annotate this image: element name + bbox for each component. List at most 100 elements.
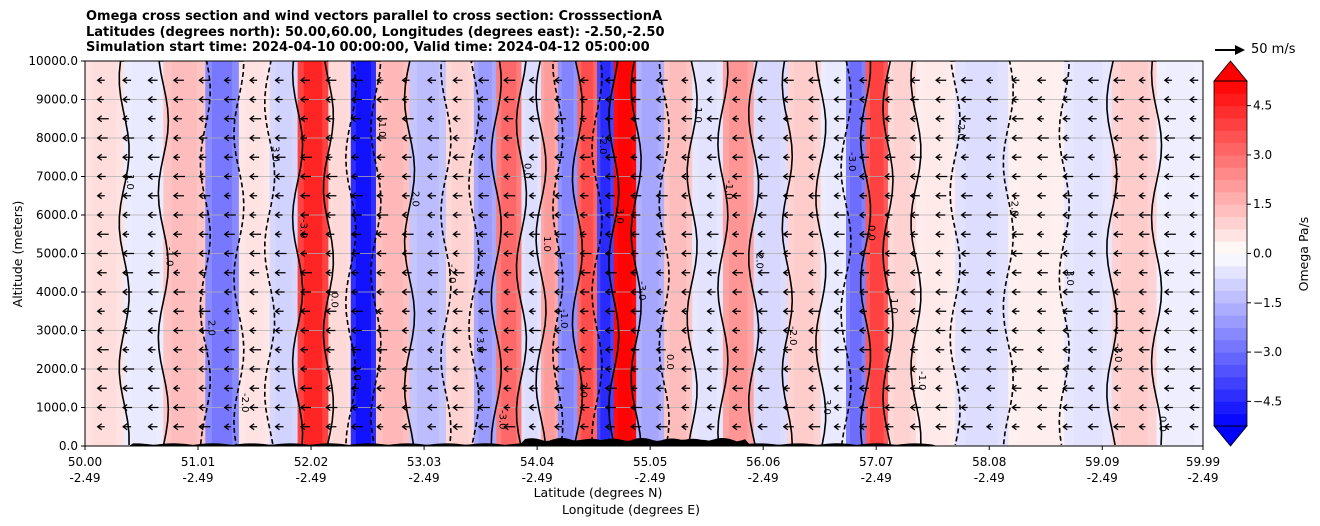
wind-vector xyxy=(350,384,359,392)
wind-vector xyxy=(858,192,867,200)
wind-vector xyxy=(274,76,284,84)
wind-vector xyxy=(401,307,410,315)
wind-vector xyxy=(96,115,109,123)
wind-vector xyxy=(1163,211,1171,219)
omega-contour-line xyxy=(1106,61,1118,446)
wind-vector xyxy=(604,153,617,161)
wind-vector xyxy=(960,192,973,200)
wind-vector xyxy=(172,423,184,431)
omega-column xyxy=(85,61,125,446)
wind-vector xyxy=(833,249,844,258)
omega-column xyxy=(636,61,665,446)
wind-vector xyxy=(655,192,668,200)
wind-vector xyxy=(579,249,592,258)
wind-vector xyxy=(579,403,590,412)
wind-vector xyxy=(884,346,892,354)
omega-column xyxy=(521,61,542,446)
wind-vector xyxy=(681,307,689,315)
contour-label: -1.0 xyxy=(916,371,927,391)
wind-vector xyxy=(325,423,337,431)
wind-vector xyxy=(630,384,638,392)
wind-vector xyxy=(274,95,283,104)
wind-vector xyxy=(1011,230,1024,238)
wind-vector xyxy=(96,288,106,296)
wind-vector xyxy=(909,346,918,354)
omega-contour-line xyxy=(1058,61,1071,446)
wind-vector xyxy=(1163,288,1173,296)
omega-column-core xyxy=(698,61,717,446)
wind-vector xyxy=(655,269,664,277)
wind-vector xyxy=(808,211,820,219)
colorbar-tick-label: 0.0 xyxy=(1253,247,1272,261)
wind-vector xyxy=(681,134,692,142)
contour-label: 0.0 xyxy=(664,354,675,370)
wind-vector xyxy=(706,172,716,181)
wind-vector xyxy=(858,134,870,142)
wind-vector xyxy=(960,249,970,258)
omega-column xyxy=(577,61,598,446)
wind-vector xyxy=(630,172,643,181)
wind-vector xyxy=(808,384,817,392)
wind-vector xyxy=(503,365,513,373)
wind-vector xyxy=(1087,269,1095,277)
wind-vector xyxy=(1138,134,1149,142)
omega-contour-line xyxy=(440,61,452,446)
wind-vector xyxy=(1112,76,1126,84)
wind-vector xyxy=(808,269,817,277)
wind-vector xyxy=(757,384,770,392)
wind-vector xyxy=(249,172,259,181)
wind-vector xyxy=(706,346,719,354)
wind-vector xyxy=(1189,192,1199,200)
wind-vector xyxy=(985,95,999,104)
wind-vector xyxy=(833,384,843,392)
wind-vector xyxy=(681,346,693,354)
wind-vector xyxy=(960,326,972,335)
wind-vector xyxy=(299,403,311,412)
wind-vector xyxy=(172,403,185,412)
wind-vector xyxy=(1011,403,1021,412)
wind-vector xyxy=(630,76,642,84)
wind-vector xyxy=(299,326,309,335)
wind-vector xyxy=(503,269,512,277)
wind-vector xyxy=(960,230,971,238)
wind-vector xyxy=(1036,76,1046,84)
omega-column xyxy=(375,61,411,446)
wind-vector xyxy=(198,134,208,142)
wind-vector xyxy=(1112,192,1126,200)
wind-vector xyxy=(376,346,388,354)
omega-column-core xyxy=(416,61,439,446)
wind-vector xyxy=(681,115,693,123)
wind-vector xyxy=(198,423,211,431)
wind-vector xyxy=(985,115,998,123)
omega-contour-line xyxy=(571,61,584,446)
wind-vector xyxy=(325,211,336,219)
wind-vector xyxy=(1036,230,1044,238)
omega-column-core xyxy=(275,61,293,446)
wind-vector xyxy=(909,269,922,277)
wind-vector xyxy=(757,211,767,219)
wind-vector xyxy=(604,76,615,84)
wind-vector xyxy=(1062,307,1073,315)
wind-vector xyxy=(909,76,920,84)
wind-vector xyxy=(147,346,156,354)
wind-vector xyxy=(477,403,490,412)
wind-vector xyxy=(198,269,207,277)
wind-vector xyxy=(1011,211,1019,219)
wind-vector xyxy=(858,307,867,315)
colorbar-segment xyxy=(1214,216,1247,230)
omega-column-core xyxy=(965,61,998,446)
wind-vector xyxy=(960,115,971,123)
wind-vector xyxy=(1163,269,1174,277)
wind-vector xyxy=(426,249,440,258)
wind-vector xyxy=(426,326,436,335)
wind-vector xyxy=(426,192,437,200)
wind-vector xyxy=(604,249,612,258)
wind-vector xyxy=(909,192,920,200)
omega-contour-line xyxy=(233,61,245,446)
wind-vector xyxy=(706,384,717,392)
wind-vector xyxy=(935,211,946,219)
wind-vector xyxy=(985,326,999,335)
wind-vector xyxy=(935,172,948,181)
wind-vector xyxy=(198,384,207,392)
wind-vector xyxy=(782,230,792,238)
